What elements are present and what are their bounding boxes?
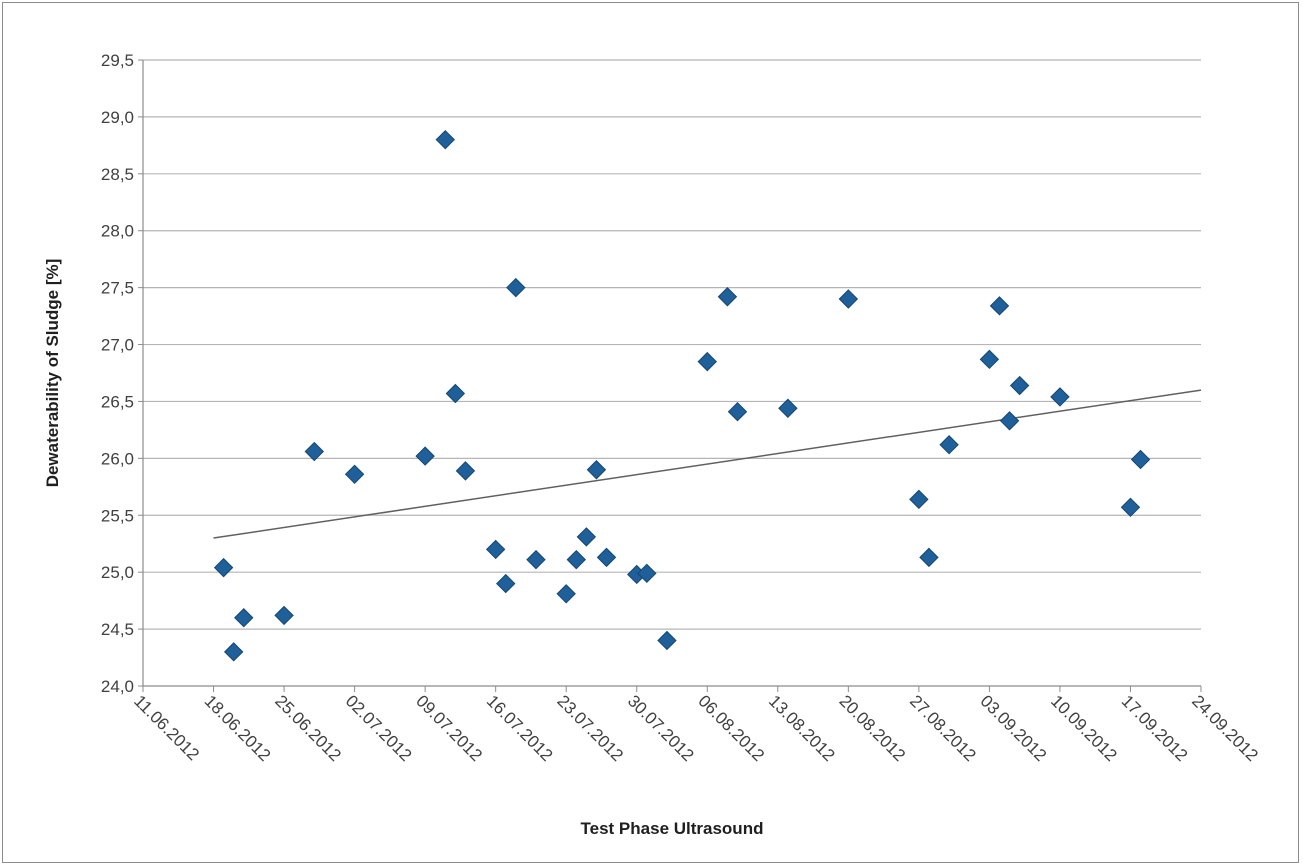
x-tick-label: 24.09.2012 — [1188, 691, 1262, 765]
data-point — [989, 296, 1010, 316]
y-tick-label: 24,0 — [101, 677, 134, 696]
data-point — [576, 527, 597, 547]
data-point — [838, 289, 859, 309]
data-point — [919, 547, 939, 568]
x-tick-label: 06.08.2012 — [694, 691, 768, 765]
gridlines — [138, 59, 1201, 687]
y-tick-label: 26,5 — [101, 392, 134, 411]
x-tick-label: 03.09.2012 — [977, 691, 1051, 765]
data-point — [1050, 387, 1070, 407]
y-tick-label: 26,0 — [101, 449, 134, 468]
data-point — [727, 401, 748, 422]
y-tick-label: 28,0 — [101, 222, 134, 241]
data-point — [999, 411, 1020, 431]
y-tick-label: 27,0 — [101, 336, 134, 355]
x-tick-label: 25.06.2012 — [271, 691, 345, 765]
data-point — [909, 489, 929, 510]
x-tick-label: 17.09.2012 — [1118, 691, 1192, 765]
y-tick-label: 25,0 — [101, 563, 134, 582]
trendline — [213, 389, 1202, 539]
data-point — [637, 563, 657, 584]
y-tick-label: 24,5 — [101, 620, 134, 639]
x-tick-label: 02.07.2012 — [342, 691, 416, 765]
data-point — [979, 349, 1000, 370]
y-tick-label: 27,5 — [101, 279, 134, 298]
data-point — [506, 277, 526, 298]
y-tick-labels: 24,0 24,5 25,0 25,5 26,0 26,5 27,0 27,5 28,0 28,5… — [101, 51, 134, 696]
data-point — [596, 547, 617, 568]
x-tick-labels: 11.06.201218.06.201225.06.201202.07.2012… — [130, 691, 1262, 765]
data-point — [657, 630, 677, 651]
x-tick-label: 09.07.2012 — [412, 691, 486, 765]
data-point — [566, 549, 586, 570]
data-point — [778, 398, 798, 418]
data-point — [455, 461, 476, 481]
data-point — [1130, 449, 1151, 470]
x-tick-label: 10.09.2012 — [1047, 691, 1121, 765]
data-point — [274, 605, 294, 626]
y-tick-label: 29,5 — [101, 51, 134, 70]
x-tick-label: 16.07.2012 — [483, 691, 557, 765]
data-point — [496, 573, 516, 594]
data-point — [697, 351, 717, 372]
data-point — [304, 441, 325, 462]
y-tick-label: 29,0 — [101, 108, 134, 127]
data-point — [1009, 375, 1030, 396]
data-point — [939, 434, 959, 455]
data-point — [223, 642, 244, 662]
data-point — [435, 129, 455, 150]
data-point — [586, 460, 607, 480]
x-tick-label: 20.08.2012 — [836, 691, 910, 765]
x-tick-label: 11.06.2012 — [130, 691, 203, 764]
y-axis-title: Dewaterability of Sludge [%] — [43, 259, 62, 488]
data-point — [556, 584, 576, 604]
data-point — [445, 383, 466, 404]
data-point — [213, 557, 234, 578]
data-point — [415, 446, 435, 466]
y-tick-label: 28,5 — [101, 165, 134, 184]
x-tick-label: 13.08.2012 — [765, 691, 839, 765]
axes — [142, 60, 1202, 692]
data-point — [526, 549, 546, 570]
data-point — [234, 608, 254, 628]
x-axis-title: Test Phase Ultrasound — [581, 819, 764, 838]
x-tick-label: 27.08.2012 — [906, 691, 980, 765]
x-tick-label: 30.07.2012 — [624, 691, 698, 765]
x-tick-label: 18.06.2012 — [201, 691, 275, 765]
data-point — [717, 287, 738, 307]
x-tick-label: 23.07.2012 — [553, 691, 627, 765]
data-point — [485, 539, 506, 560]
data-point — [344, 464, 365, 485]
y-tick-label: 25,5 — [101, 506, 134, 525]
data-points — [213, 129, 1151, 662]
data-point — [1120, 497, 1141, 518]
